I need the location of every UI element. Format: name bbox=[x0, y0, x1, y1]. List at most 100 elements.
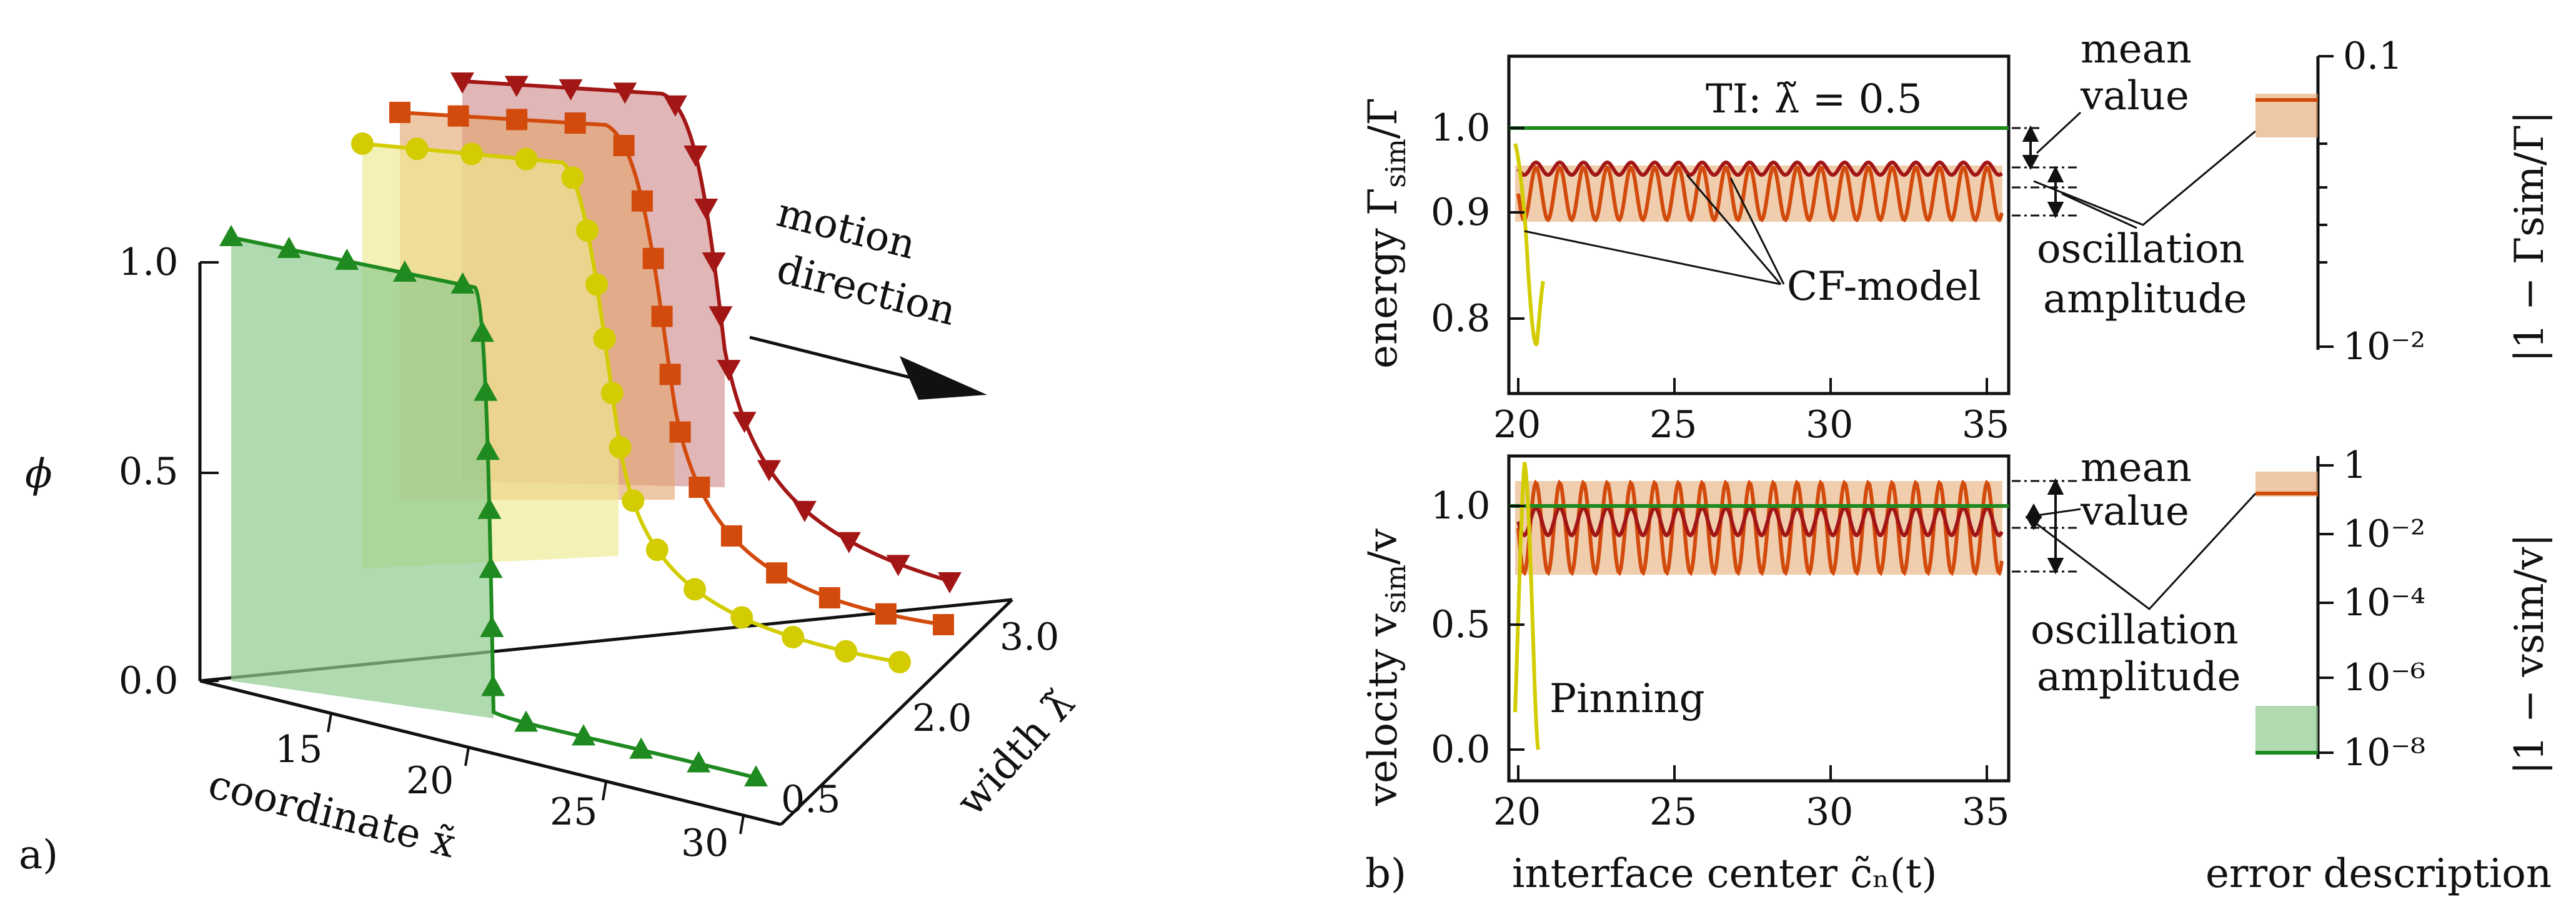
velocity-annotation-pointers bbox=[2033, 492, 2257, 611]
profile-marker bbox=[277, 237, 301, 259]
profile-marker bbox=[480, 615, 504, 637]
velocity-mean-label-1: mean bbox=[2081, 445, 2192, 491]
energy-mean-label-2: value bbox=[2080, 73, 2189, 119]
profile-marker bbox=[757, 460, 781, 482]
profile-marker bbox=[593, 327, 616, 350]
profile-marker bbox=[837, 532, 861, 553]
profile-marker bbox=[629, 737, 654, 759]
velocity-error-box-green bbox=[2255, 706, 2318, 753]
profile-marker bbox=[351, 132, 374, 155]
energy-osc-label-2: amplitude bbox=[2043, 276, 2247, 322]
profile-marker bbox=[684, 578, 707, 601]
motion-label-2: direction bbox=[772, 246, 960, 335]
velocity-err-tick: 1 bbox=[2343, 444, 2367, 487]
profile-2-0-markers bbox=[351, 132, 911, 673]
profile-marker bbox=[875, 603, 897, 625]
profile-marker bbox=[450, 72, 474, 94]
energy-cf-pointers bbox=[1524, 174, 1785, 285]
profile-marker bbox=[684, 145, 708, 167]
profile-marker bbox=[475, 439, 500, 460]
velocity-dashed-guides bbox=[2012, 480, 2081, 573]
profile-marker bbox=[613, 135, 635, 157]
velocity-cf-darkred-line bbox=[1516, 505, 2004, 538]
width-tick-0-5: 0.5 bbox=[781, 778, 840, 821]
energy-err-tick: 10⁻² bbox=[2343, 325, 2425, 369]
profile-marker bbox=[561, 166, 584, 189]
profile-marker bbox=[709, 306, 733, 328]
energy-cf-orange-line bbox=[1516, 164, 2004, 223]
profile-marker bbox=[479, 557, 503, 578]
profile-marker bbox=[818, 587, 840, 608]
energy-xticks: 20 25 30 35 bbox=[1493, 378, 2009, 447]
profile-marker bbox=[405, 137, 429, 161]
ytick-label: 0.5 bbox=[119, 450, 178, 493]
energy-mean-arrow-icon bbox=[2022, 125, 2064, 219]
energy-xtick: 20 bbox=[1493, 403, 1541, 447]
energy-err-tick: 0.1 bbox=[2343, 34, 2402, 78]
width-tick-2-0: 2.0 bbox=[912, 696, 972, 740]
profile-marker bbox=[659, 364, 681, 385]
profile-2-5-markers bbox=[389, 102, 954, 635]
profile-marker bbox=[470, 320, 494, 342]
profile-marker bbox=[687, 751, 711, 773]
profile-marker bbox=[515, 147, 538, 171]
profile-marker bbox=[481, 675, 505, 696]
profile-marker bbox=[717, 360, 741, 382]
panel-a-x-axis bbox=[199, 679, 782, 826]
profile-marker bbox=[571, 724, 595, 746]
energy-osc-label-1: oscillation bbox=[2037, 226, 2245, 272]
energy-xtick: 35 bbox=[1962, 403, 2009, 447]
velocity-plot-frame bbox=[1507, 454, 2011, 783]
profile-marker bbox=[474, 379, 498, 401]
velocity-ytick: 1.0 bbox=[1431, 484, 1490, 528]
profile-marker bbox=[888, 651, 911, 673]
xtick-label: 25 bbox=[550, 790, 597, 834]
profile-marker bbox=[792, 500, 817, 522]
energy-annotation-pointers bbox=[2033, 111, 2256, 229]
velocity-mean-arrow-icon bbox=[2025, 478, 2064, 575]
panel-b-energy: TI: λ̃ = 0.5 CF-model 1.0 0.9 0.8 20 25 bbox=[1360, 26, 2553, 447]
velocity-ytick: 0.0 bbox=[1431, 728, 1490, 771]
profile-marker bbox=[219, 225, 243, 246]
energy-dashed-guides bbox=[2012, 127, 2081, 217]
profile-marker bbox=[669, 421, 691, 443]
profile-marker bbox=[600, 382, 624, 405]
energy-ylabel: energy Γsim/Γ bbox=[1360, 97, 1412, 369]
energy-ti-label: TI: λ̃ = 0.5 bbox=[1706, 76, 1922, 122]
velocity-err-tick: 10⁻⁶ bbox=[2343, 656, 2425, 700]
profile-marker bbox=[744, 765, 768, 786]
profile-marker bbox=[645, 538, 669, 562]
velocity-xtick: 25 bbox=[1649, 790, 1697, 834]
energy-plot-frame bbox=[1507, 54, 2011, 395]
velocity-err-ylabel: |1 − vsim/v| bbox=[2507, 533, 2553, 775]
profile-marker bbox=[886, 555, 910, 577]
velocity-pinning-label: Pinning bbox=[1549, 676, 1705, 722]
velocity-osc-label-2: amplitude bbox=[2037, 654, 2241, 700]
profile-marker bbox=[447, 105, 469, 127]
profile-marker bbox=[514, 710, 539, 732]
profile-marker bbox=[689, 477, 710, 498]
width-tick-3-0: 3.0 bbox=[1000, 615, 1059, 659]
panel-a-xticks: 15 20 25 30 bbox=[275, 713, 745, 865]
velocity-ytick: 0.5 bbox=[1431, 603, 1490, 647]
velocity-err-tick: 10⁻² bbox=[2343, 512, 2425, 556]
panel-a-ylabel: ϕ bbox=[25, 451, 52, 497]
profile-marker bbox=[766, 562, 788, 584]
energy-err-ylabel: |1 − Γsim/Γ| bbox=[2507, 111, 2553, 362]
profile-marker bbox=[834, 640, 857, 663]
panel-b-error-label: error description bbox=[2206, 851, 2552, 897]
velocity-ylabel: velocity vsim/v bbox=[1360, 528, 1412, 806]
energy-ytick: 1.0 bbox=[1431, 106, 1490, 150]
profile-marker bbox=[694, 199, 719, 221]
velocity-xtick: 30 bbox=[1806, 790, 1853, 834]
profile-marker bbox=[392, 260, 417, 282]
profile-marker bbox=[730, 606, 753, 629]
profile-marker bbox=[782, 625, 805, 648]
panel-b-label: b) bbox=[1365, 851, 1406, 897]
velocity-err-tick: 10⁻⁸ bbox=[2343, 731, 2425, 775]
panel-b-velocity: Pinning 1.0 0.5 0.0 20 25 30 35 velocity… bbox=[1360, 444, 2553, 834]
profile-marker bbox=[389, 102, 410, 123]
profile-marker bbox=[477, 497, 502, 519]
energy-ytick: 0.9 bbox=[1431, 191, 1490, 234]
energy-xtick: 30 bbox=[1806, 403, 1853, 447]
